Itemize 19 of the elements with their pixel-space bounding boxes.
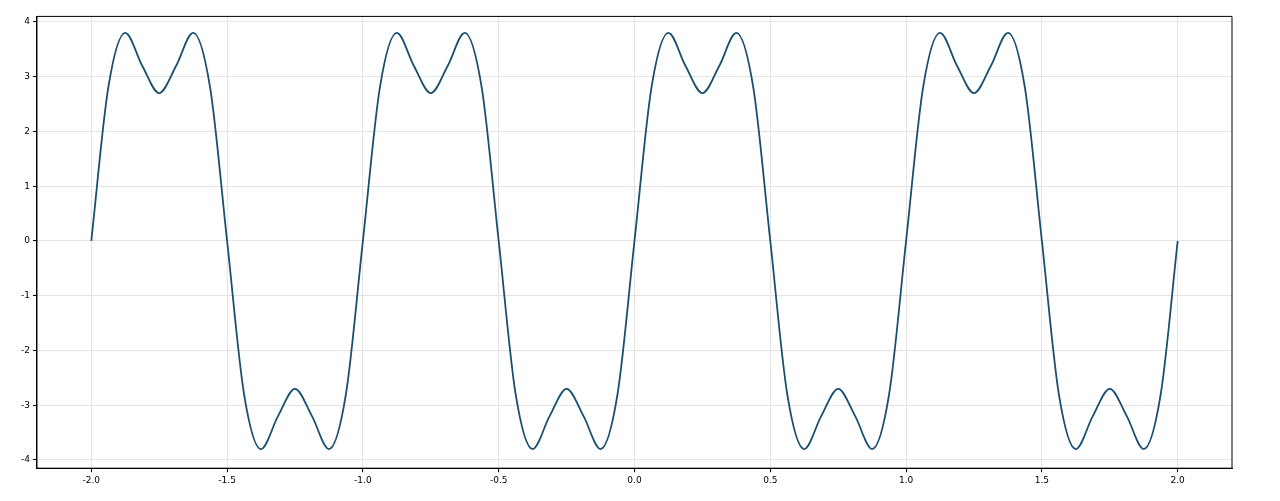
x-tick-label: -1.0 [354, 474, 372, 485]
x-tick-label: 1.0 [898, 474, 914, 485]
line-series [90, 31, 1179, 450]
x-tick-label: -2.0 [82, 474, 101, 485]
x-tick-label: 2.0 [1170, 474, 1186, 485]
y-tick-label: 0 [24, 235, 31, 246]
y-tick-label: -3 [20, 399, 30, 410]
x-tick-label: -0.5 [489, 474, 508, 485]
y-tick-label: -1 [20, 290, 30, 301]
x-tick-label: -1.5 [218, 474, 236, 485]
x-tick-label: 0.5 [763, 474, 778, 485]
y-tick-label: 4 [24, 16, 31, 27]
x-tick-label: 1.5 [1034, 474, 1050, 485]
x-tick-label: 0.0 [627, 474, 642, 485]
y-tick-label: 3 [24, 70, 30, 81]
y-tick-label: -4 [20, 454, 31, 465]
y-tick-label: 2 [24, 125, 30, 136]
y-tick-label: 1 [24, 180, 30, 191]
y-tick-label: -2 [20, 344, 30, 355]
